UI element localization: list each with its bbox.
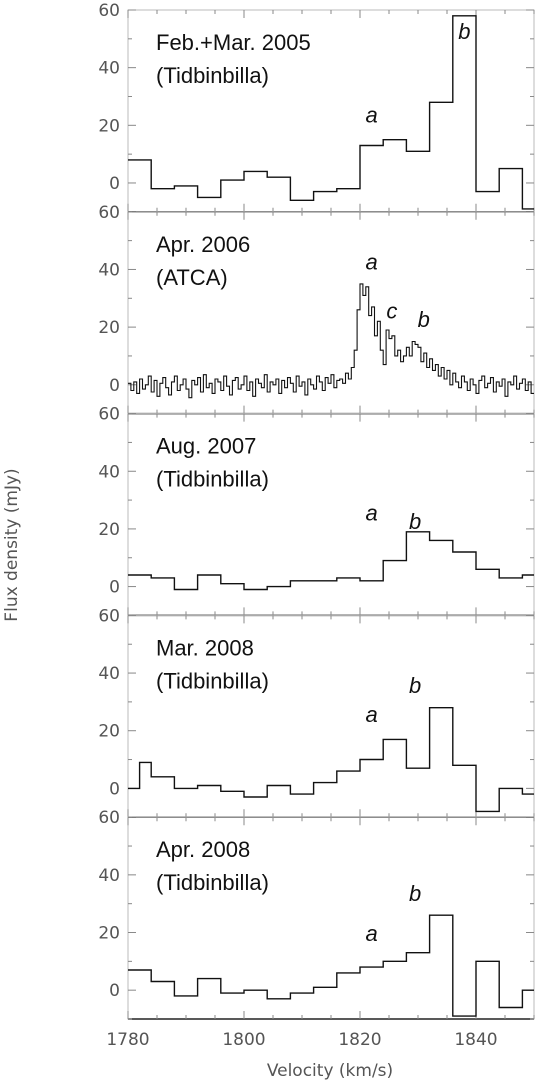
panel-title: Mar. 2008 [156,635,254,660]
y-tick-label: 0 [109,981,120,1001]
peak-label-a: a [365,102,377,127]
peak-label-a: a [365,921,377,946]
y-tick-label: 40 [98,59,120,79]
panel-1: 0 20 40 60 Feb.+Mar. 2005 (Tidbinbilla) a b [98,1,535,213]
panel-subtitle: (Tidbinbilla) [156,63,269,88]
y-tick-label: 40 [98,462,120,482]
panel-5: 0 20 40 60 Apr. 2008 (Tidbinbilla) a b [98,808,535,1020]
peak-label-c: c [386,298,397,323]
y-tick-label: 40 [98,664,120,684]
y-tick-label: 0 [109,779,120,799]
y-tick-label: 0 [109,578,120,598]
panel-subtitle: (Tidbinbilla) [156,668,269,693]
y-tick-label: 20 [98,520,120,540]
panel-2: 0 20 40 60 Apr. 2006 (ATCA) ac b [98,203,535,415]
x-tick-label: 1780 [106,1030,149,1050]
panels-layer: 0 20 40 60 Feb.+Mar. 2005 (Tidbinbilla) a b 0 20 4… [98,1,535,1020]
spectrum-series [128,15,534,210]
y-tick-label: 20 [98,318,120,338]
peak-label-a: a [365,249,377,274]
peak-label-a: a [365,702,377,727]
peak-label-b: b [409,673,421,698]
panel-subtitle: (Tidbinbilla) [156,467,269,492]
x-axis-title: Velocity (km/s) [267,1061,393,1081]
y-tick-label: 60 [98,808,120,828]
panel-subtitle: (Tidbinbilla) [156,870,269,895]
peak-label-b: b [409,509,421,534]
x-tick-label: 1840 [454,1030,497,1050]
spectrum-series [128,283,534,399]
y-tick-label: 60 [98,606,120,626]
peak-label-b: b [458,19,470,44]
panel-title: Apr. 2008 [156,837,250,862]
x-axis-ticks: 1780 1800 1820 1840 [106,1030,497,1050]
spectrum-series [128,707,534,813]
y-tick-label: 40 [98,866,120,886]
y-tick-label: 20 [98,924,120,944]
y-axis-title: Flux density (mJy) [2,468,22,621]
y-tick-label: 20 [98,722,120,742]
panel-title: Apr. 2006 [156,232,250,257]
panel-4: 0 20 40 60 Mar. 2008 (Tidbinbilla) a b [98,606,535,818]
y-tick-label: 60 [98,405,120,425]
y-tick-label: 0 [109,174,120,194]
spectrum-series [128,914,534,1017]
panel-title: Aug. 2007 [156,434,256,459]
x-tick-label: 1800 [222,1030,265,1050]
y-tick-label: 40 [98,260,120,280]
y-tick-label: 60 [98,203,120,223]
spectrum-series [128,531,534,591]
x-tick-label: 1820 [338,1030,381,1050]
peak-label-b: b [418,307,430,332]
y-tick-label: 20 [98,116,120,136]
peak-label-b: b [409,881,421,906]
peak-label-a: a [365,500,377,525]
panel-title: Feb.+Mar. 2005 [156,30,311,55]
panel-3: 0 20 40 60 Aug. 2007 (Tidbinbilla) a b [98,405,535,617]
y-tick-label: 0 [109,376,120,396]
panel-subtitle: (ATCA) [156,265,228,290]
y-tick-label: 60 [98,1,120,21]
